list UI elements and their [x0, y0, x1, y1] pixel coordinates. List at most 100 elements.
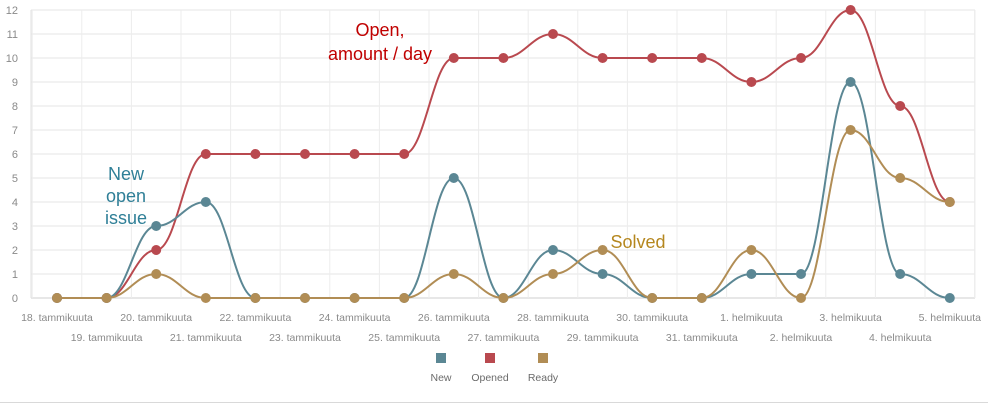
annotations: Open, amount / day New open issue Solved — [105, 20, 666, 252]
annotation-line: New — [108, 164, 145, 184]
annotation-new: New open issue — [105, 164, 147, 228]
data-point-ready[interactable] — [597, 245, 608, 255]
x-tick-label: 20. tammikuuta — [120, 312, 192, 324]
x-tick-label: 5. helmikuuta — [919, 312, 982, 324]
data-point-ready[interactable] — [696, 293, 707, 303]
legend: New Opened Ready — [430, 353, 559, 384]
divider — [0, 402, 988, 403]
annotation-line: issue — [105, 208, 147, 228]
y-tick-label: 2 — [12, 245, 18, 257]
data-point-ready[interactable] — [498, 293, 509, 303]
x-tick-label: 29. tammikuuta — [567, 332, 639, 344]
data-point-new[interactable] — [448, 173, 459, 183]
data-point-ready[interactable] — [944, 197, 955, 207]
x-tick-label: 26. tammikuuta — [418, 312, 490, 324]
x-tick-label: 24. tammikuuta — [319, 312, 391, 324]
data-point-new[interactable] — [895, 269, 906, 279]
x-tick-label: 19. tammikuuta — [71, 332, 143, 344]
legend-label-opened[interactable]: Opened — [471, 372, 509, 384]
annotation-opened: Open, amount / day — [328, 20, 432, 64]
data-point-opened[interactable] — [895, 101, 906, 111]
annotation-line: amount / day — [328, 44, 432, 64]
data-point-ready[interactable] — [101, 293, 112, 303]
data-point-opened[interactable] — [845, 5, 856, 15]
y-tick-label: 0 — [12, 293, 18, 305]
data-point-opened[interactable] — [448, 53, 459, 63]
data-point-new[interactable] — [151, 221, 162, 231]
data-point-opened[interactable] — [250, 149, 261, 159]
x-tick-label: 21. tammikuuta — [170, 332, 242, 344]
data-point-opened[interactable] — [200, 149, 211, 159]
data-point-opened[interactable] — [696, 53, 707, 63]
data-point-opened[interactable] — [597, 53, 608, 63]
y-tick-label: 10 — [6, 53, 18, 65]
y-tick-label: 12 — [6, 5, 18, 17]
data-point-new[interactable] — [845, 77, 856, 87]
data-point-ready[interactable] — [250, 293, 261, 303]
data-point-new[interactable] — [944, 293, 955, 303]
legend-label-new[interactable]: New — [430, 372, 451, 384]
data-point-opened[interactable] — [399, 149, 410, 159]
x-tick-label: 22. tammikuuta — [220, 312, 292, 324]
data-point-opened[interactable] — [151, 245, 162, 255]
data-point-opened[interactable] — [349, 149, 360, 159]
x-tick-label: 31. tammikuuta — [666, 332, 738, 344]
y-tick-label: 4 — [12, 197, 18, 209]
y-tick-label: 1 — [12, 269, 18, 281]
annotation-line: open — [106, 186, 146, 206]
x-tick-label: 3. helmikuuta — [819, 312, 882, 324]
data-point-opened[interactable] — [746, 77, 757, 87]
data-point-ready[interactable] — [548, 269, 558, 279]
data-point-new[interactable] — [548, 245, 558, 255]
data-point-new[interactable] — [597, 269, 608, 279]
data-point-opened[interactable] — [548, 29, 558, 39]
data-point-ready[interactable] — [300, 293, 310, 303]
data-point-ready[interactable] — [200, 293, 211, 303]
x-tick-label: 28. tammikuuta — [517, 312, 589, 324]
x-tick-label: 27. tammikuuta — [468, 332, 540, 344]
data-point-ready[interactable] — [151, 269, 162, 279]
data-point-opened[interactable] — [647, 53, 658, 63]
legend-swatch-new[interactable] — [436, 353, 446, 363]
data-point-ready[interactable] — [349, 293, 360, 303]
x-tick-label: 23. tammikuuta — [269, 332, 341, 344]
data-point-new[interactable] — [796, 269, 806, 279]
x-tick-label: 30. tammikuuta — [616, 312, 688, 324]
legend-label-ready[interactable]: Ready — [528, 372, 559, 384]
x-tick-label: 25. tammikuuta — [368, 332, 440, 344]
data-point-opened[interactable] — [300, 149, 310, 159]
legend-swatch-opened[interactable] — [485, 353, 495, 363]
x-tick-label: 2. helmikuuta — [770, 332, 833, 344]
series-line-opened — [56, 8, 951, 299]
y-tick-label: 11 — [7, 29, 18, 41]
y-tick-label: 6 — [12, 149, 18, 161]
data-point-ready[interactable] — [52, 293, 62, 303]
y-tick-label: 9 — [12, 77, 18, 89]
annotation-line: Solved — [610, 232, 665, 252]
y-tick-label: 5 — [12, 173, 18, 185]
x-axis-ticks: 18. tammikuuta 19. tammikuuta 20. tammikuu… — [21, 312, 981, 344]
legend-swatch-ready[interactable] — [538, 353, 548, 363]
x-tick-label: 18. tammikuuta — [21, 312, 93, 324]
data-point-ready[interactable] — [895, 173, 906, 183]
data-point-opened[interactable] — [796, 53, 806, 63]
data-point-ready[interactable] — [845, 125, 856, 135]
data-point-ready[interactable] — [399, 293, 410, 303]
y-tick-label: 8 — [12, 101, 18, 113]
data-point-ready[interactable] — [647, 293, 658, 303]
data-point-opened[interactable] — [498, 53, 509, 63]
annotation-ready: Solved — [610, 232, 665, 252]
data-point-new[interactable] — [746, 269, 757, 279]
data-point-ready[interactable] — [448, 269, 459, 279]
data-point-ready[interactable] — [746, 245, 757, 255]
series-points — [52, 5, 955, 303]
data-point-ready[interactable] — [796, 293, 806, 303]
series-line-ready — [56, 128, 950, 300]
data-point-new[interactable] — [200, 197, 211, 207]
y-tick-label: 3 — [12, 221, 18, 233]
y-tick-label: 7 — [12, 125, 18, 137]
x-tick-label: 4. helmikuuta — [869, 332, 932, 344]
x-tick-label: 1. helmikuuta — [720, 312, 783, 324]
